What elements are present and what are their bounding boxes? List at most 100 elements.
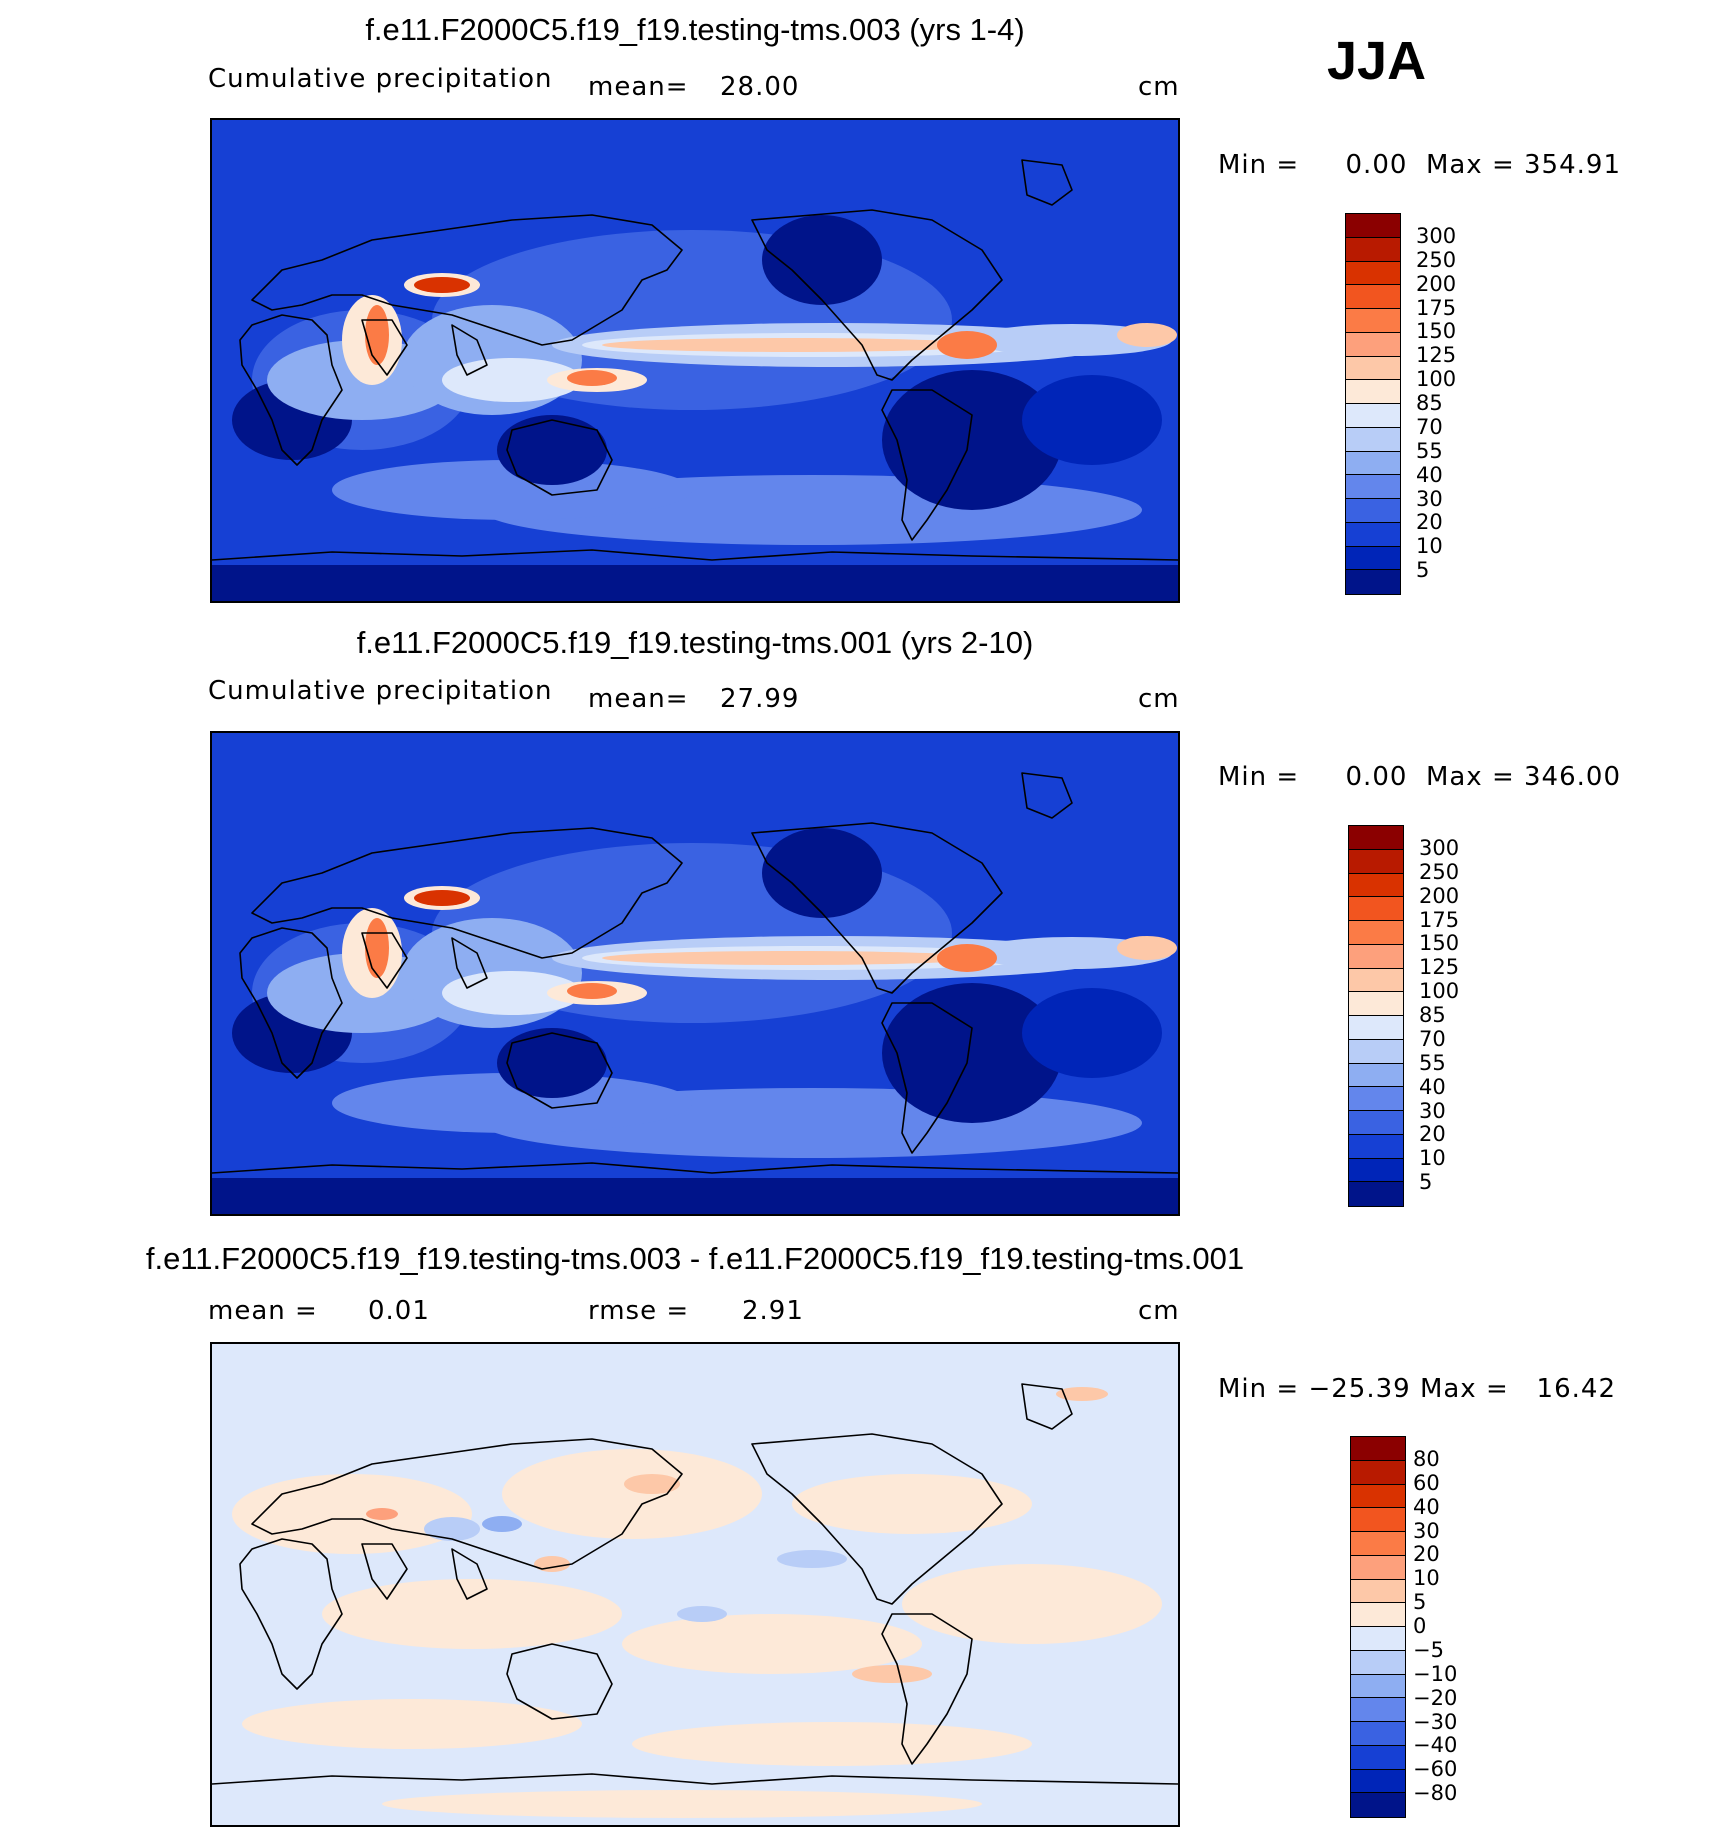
coastline: [212, 1773, 1178, 1785]
colorbar-swatch: [1346, 214, 1400, 238]
colorbar-swatch: [1349, 1111, 1403, 1135]
colorbar-swatch: [1346, 237, 1400, 262]
difference-contour: [624, 1474, 680, 1494]
precip-map: [210, 731, 1180, 1216]
colorbar-tick-label: 85: [1419, 1003, 1446, 1027]
units-label: cm: [1138, 684, 1180, 714]
colorbar-tick-label: −60: [1413, 1757, 1458, 1782]
max-value: 354.91: [1524, 150, 1621, 180]
colorbar-swatch: [1346, 356, 1400, 381]
colorbar-swatch: [1349, 968, 1403, 993]
difference-contour: [242, 1699, 582, 1749]
coastline: [1021, 159, 1073, 206]
precip-contour: [762, 215, 882, 305]
colorbar-swatch: [1351, 1793, 1405, 1817]
colorbar-swatch: [1346, 285, 1400, 309]
max-label: Max =: [1425, 150, 1515, 180]
colorbar-tick-label: 20: [1416, 510, 1443, 535]
colorbar-swatch: [1351, 1579, 1405, 1604]
colorbar-swatch: [1349, 1039, 1403, 1064]
difference-contour: [852, 1665, 932, 1683]
coastline: [751, 1433, 1003, 1605]
mean-label: mean=: [588, 684, 689, 714]
panel-title: f.e11.F2000C5.f19_f19.testing-tms.003 - …: [145, 1241, 1245, 1276]
colorbar: [1345, 213, 1401, 595]
colorbar-swatch: [1351, 1650, 1405, 1675]
colorbar-tick-label: 5: [1416, 558, 1430, 583]
colorbar-tick-label: 40: [1419, 1074, 1446, 1099]
coastline: [212, 1162, 1178, 1174]
colorbar-tick-label: 200: [1419, 883, 1460, 908]
precip-map: [210, 118, 1180, 603]
colorbar-swatch: [1351, 1674, 1405, 1699]
min-label: Min =: [1218, 762, 1300, 792]
precip-contour: [332, 460, 692, 520]
colorbar-swatch: [1349, 944, 1403, 969]
colorbar-tick-label: 125: [1419, 955, 1460, 980]
colorbar-swatch: [1349, 826, 1403, 850]
colorbar-tick-label: 30: [1416, 486, 1443, 511]
difference-contour: [382, 1790, 982, 1818]
colorbar-tick-label: 300: [1416, 223, 1457, 248]
colorbar-tick-label: 55: [1416, 438, 1443, 463]
colorbar-swatch: [1346, 546, 1400, 571]
coastline: [239, 927, 343, 1079]
colorbar-swatch: [1351, 1460, 1405, 1485]
colorbar-tick-label: 20: [1413, 1542, 1440, 1567]
colorbar-swatch: [1351, 1484, 1405, 1509]
precip-contour: [762, 828, 882, 918]
precip-contour: [937, 331, 997, 359]
colorbar-tick-label: 200: [1416, 271, 1457, 296]
colorbar-swatch: [1349, 1158, 1403, 1183]
colorbar-tick-label: 175: [1416, 295, 1457, 320]
colorbar-tick-label: 5: [1419, 1170, 1433, 1195]
colorbar-tick-label: 55: [1419, 1050, 1446, 1075]
colorbar-swatch: [1349, 1182, 1403, 1206]
colorbar-tick-label: 150: [1419, 931, 1460, 956]
precip-contour: [602, 338, 982, 352]
min-max-readout: Min = 0.00 Max = 354.91: [1218, 150, 1621, 180]
rmse-label: rmse =: [588, 1296, 690, 1326]
colorbar-tick-label: 300: [1419, 835, 1460, 860]
mean-value: 28.00: [720, 72, 800, 102]
colorbar-tick-label: 85: [1416, 391, 1443, 415]
rmse-value: 2.91: [742, 1296, 804, 1326]
coastline: [451, 937, 488, 989]
colorbar-tick-label: 70: [1419, 1026, 1446, 1051]
precip-contour: [212, 565, 1178, 601]
colorbar-tick-label: −30: [1413, 1709, 1458, 1734]
mean-value: 27.99: [720, 684, 800, 714]
difference-contour: [622, 1614, 922, 1674]
colorbar-swatch: [1349, 1016, 1403, 1040]
colorbar-swatch: [1346, 427, 1400, 452]
colorbar-tick-label: 125: [1416, 343, 1457, 368]
colorbar-swatch: [1346, 309, 1400, 333]
colorbar-swatch: [1351, 1745, 1405, 1770]
colorbar-swatch: [1346, 499, 1400, 523]
difference-contour: [632, 1722, 1032, 1766]
season-label: JJA: [1327, 31, 1427, 91]
min-value: 0.00: [1345, 150, 1408, 180]
colorbar-tick-label: 150: [1416, 319, 1457, 344]
colorbar-tick-label: 175: [1419, 907, 1460, 932]
colorbar-swatch: [1349, 873, 1403, 898]
colorbar-tick-label: −5: [1413, 1637, 1444, 1662]
panel-title: f.e11.F2000C5.f19_f19.testing-tms.001 (y…: [356, 625, 1034, 660]
colorbar-tick-label: 250: [1419, 859, 1460, 884]
colorbar-swatch: [1349, 1134, 1403, 1159]
diff-mean-value: 0.01: [368, 1296, 430, 1326]
min-label: Min =: [1218, 150, 1300, 180]
colorbar-tick-label: −40: [1413, 1733, 1458, 1758]
colorbar-swatch: [1351, 1555, 1405, 1580]
colorbar-swatch: [1351, 1722, 1405, 1746]
difference-contour: [534, 1556, 570, 1572]
precip-contour: [1022, 988, 1162, 1078]
precip-contour: [212, 1178, 1178, 1214]
colorbar-tick-label: −20: [1413, 1685, 1458, 1710]
coastline: [239, 1538, 343, 1690]
colorbar-tick-label: 10: [1413, 1566, 1440, 1591]
coastline: [881, 1002, 973, 1154]
colorbar-tick-label: 10: [1419, 1146, 1446, 1171]
precip-contour: [882, 370, 1062, 510]
colorbar-tick-label: 0: [1413, 1614, 1427, 1638]
